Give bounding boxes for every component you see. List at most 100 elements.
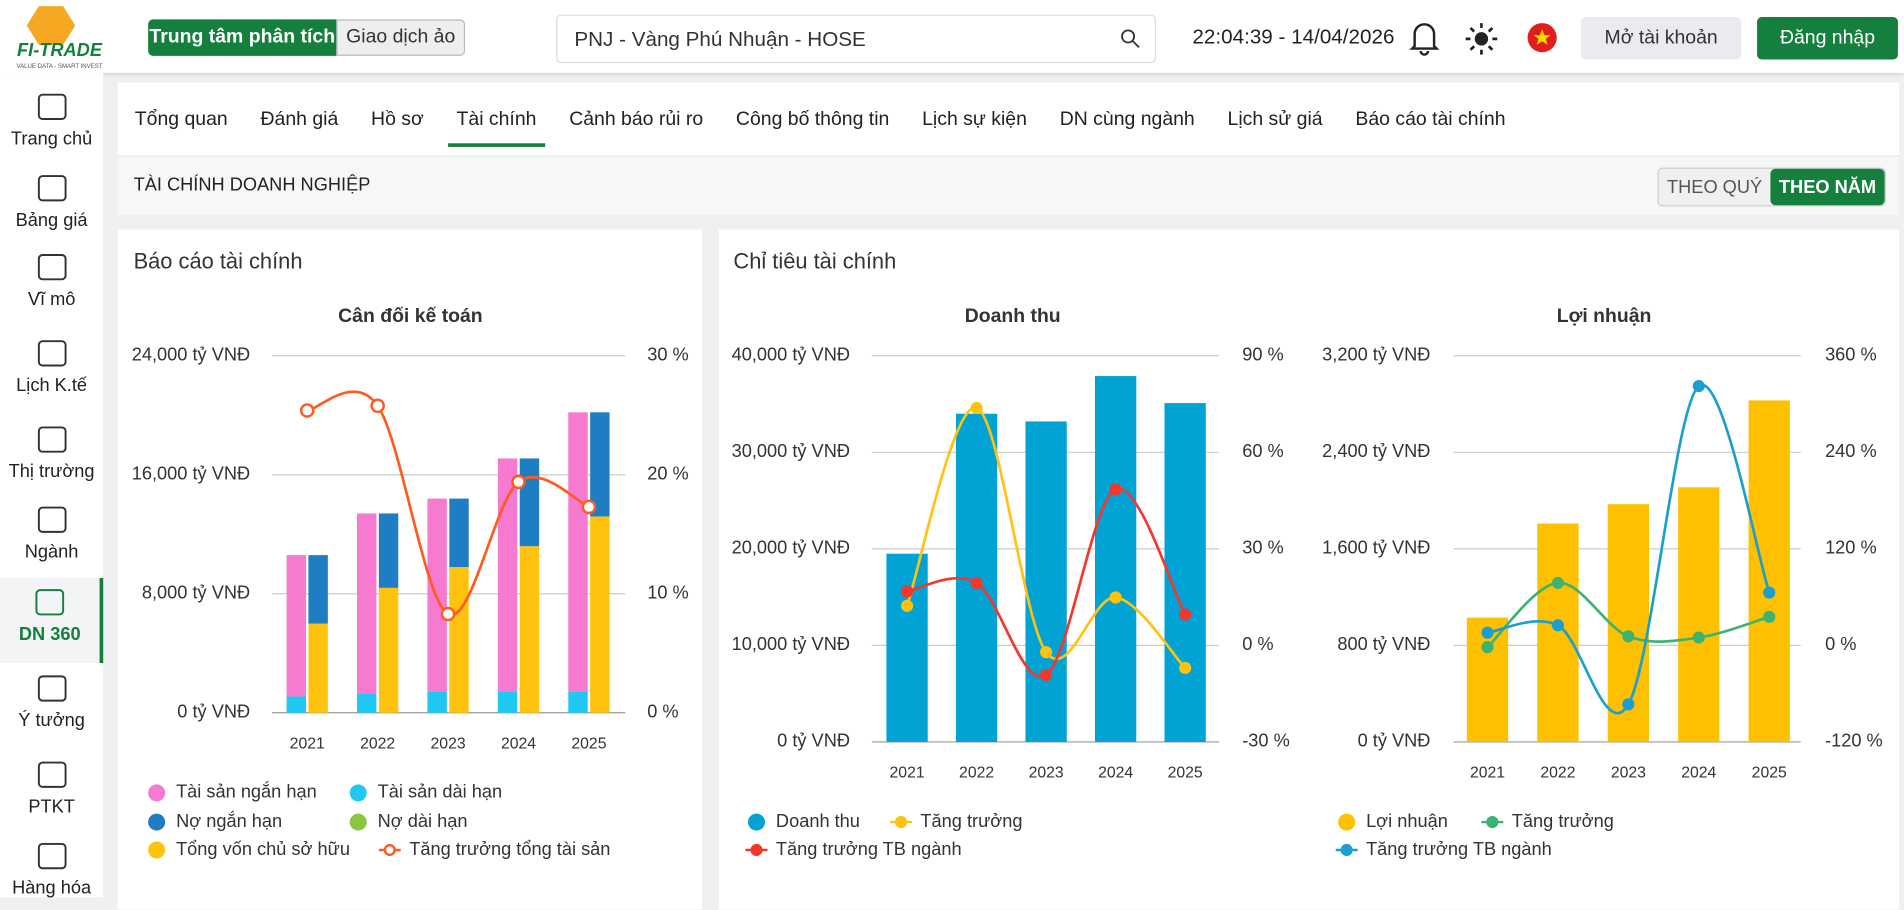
- sidebar-item[interactable]: PTKT: [0, 758, 103, 818]
- tab[interactable]: Lịch sử giá: [1227, 109, 1323, 130]
- bar: [568, 691, 588, 713]
- y-tick-label: 0 tỷ VNĐ: [777, 731, 850, 751]
- tab[interactable]: Hồ sơ: [371, 109, 424, 130]
- bar: [357, 513, 377, 694]
- sidebar-icon: [37, 506, 66, 533]
- line-point: [1763, 610, 1776, 623]
- sidebar-label: DN 360: [18, 624, 81, 645]
- chart-title: Doanh thu: [965, 305, 1061, 327]
- legend-label[interactable]: Lợi nhuận: [1366, 811, 1448, 831]
- y2-tick-label: 0 %: [647, 702, 678, 722]
- x-tick-label: 2022: [1540, 765, 1575, 782]
- bar: [590, 412, 610, 517]
- legend-label[interactable]: Tài sản ngắn hạn: [176, 781, 317, 802]
- line-point: [1109, 591, 1122, 604]
- legend-marker: [148, 784, 166, 802]
- line-point: [511, 474, 526, 490]
- legend-marker: [1338, 813, 1356, 831]
- bar: [378, 513, 399, 588]
- chart-title: Lợi nhuận: [1557, 305, 1652, 327]
- mode-button[interactable]: Giao dịch ảo: [336, 19, 466, 56]
- mode-button[interactable]: Trung tâm phân tích: [148, 19, 337, 56]
- sidebar-item[interactable]: Ngành: [0, 503, 103, 562]
- sidebar-item[interactable]: Hàng hóa: [0, 839, 103, 899]
- sidebar-item[interactable]: Bảng giá: [0, 171, 103, 231]
- tab[interactable]: Lịch sự kiện: [922, 109, 1027, 130]
- legend-label[interactable]: Tăng trưởng tổng tài sản: [409, 839, 610, 859]
- legend-marker: [383, 843, 396, 857]
- x-tick-label: 2024: [501, 736, 536, 753]
- sidebar-label: Trang chủ: [10, 128, 93, 150]
- language-flag[interactable]: [1526, 22, 1558, 54]
- period-button[interactable]: THEO QUÝ: [1667, 176, 1763, 198]
- line: [905, 406, 1187, 669]
- sidebar-item[interactable]: Trang chủ: [0, 90, 103, 150]
- legend-label[interactable]: Tổng vốn chủ sở hữu: [176, 839, 350, 859]
- sidebar-label: Lịch K.tế: [16, 375, 88, 396]
- tab[interactable]: Tổng quan: [134, 109, 228, 130]
- line-point: [1763, 586, 1776, 599]
- y2-tick-label: -30 %: [1242, 731, 1290, 751]
- logo-text: FI-TRADE: [17, 40, 103, 60]
- legend-label[interactable]: Nợ ngắn hạn: [176, 810, 282, 831]
- x-tick-label: 2022: [959, 765, 994, 782]
- sidebar-item[interactable]: Vĩ mô: [0, 250, 103, 310]
- legend-label[interactable]: Tăng trưởng TB ngành: [776, 839, 962, 859]
- tab[interactable]: Báo cáo tài chính: [1355, 109, 1506, 130]
- legend-label[interactable]: Tăng trưởng TB ngành: [1366, 839, 1552, 859]
- sidebar-label: Hàng hóa: [12, 877, 92, 899]
- sidebar: Trang chủ Bảng giá Vĩ mô Lịch K.tế Thị trườn…: [0, 72, 104, 899]
- login-button[interactable]: Đăng nhập: [1757, 17, 1898, 60]
- section-bar: TÀI CHÍNH DOANH NGHIỆP THEO QUÝ THEO NĂM: [117, 155, 1900, 215]
- bar: [427, 691, 447, 713]
- period-button[interactable]: THEO NĂM: [1770, 168, 1885, 206]
- y2-tick-label: 60 %: [1242, 441, 1284, 461]
- sidebar-item[interactable]: Lịch K.tế: [0, 336, 103, 396]
- legend-label[interactable]: Tài sản dài hạn: [378, 782, 502, 802]
- sidebar-label: Thị trường: [8, 461, 95, 483]
- bar: [886, 553, 928, 742]
- y-tick-label: 10,000 tỷ VNĐ: [732, 634, 850, 654]
- bar: [357, 693, 377, 713]
- x-tick-label: 2021: [1470, 765, 1505, 782]
- open-account-button[interactable]: Mở tài khoản: [1581, 17, 1742, 60]
- legend-label[interactable]: Tăng trưởng: [1512, 811, 1614, 831]
- line-point: [970, 401, 983, 414]
- legend-label[interactable]: Doanh thu: [776, 811, 860, 831]
- sidebar-label: Vĩ mô: [27, 289, 76, 310]
- y2-tick-label: 30 %: [647, 345, 689, 365]
- legend-marker: [1486, 816, 1499, 829]
- tab[interactable]: Tài chính: [448, 83, 545, 156]
- section-title: TÀI CHÍNH DOANH NGHIỆP: [133, 174, 371, 196]
- sidebar-label: PTKT: [28, 796, 75, 818]
- y-tick-label: 0 tỷ VNĐ: [1358, 731, 1431, 751]
- y2-tick-label: 10 %: [647, 583, 689, 603]
- y2-tick-label: 0 %: [1242, 634, 1273, 654]
- sidebar-icon: [37, 675, 66, 702]
- tab[interactable]: DN cùng ngành: [1059, 109, 1195, 130]
- sidebar-item[interactable]: Thị trường: [0, 423, 103, 483]
- y-tick-label: 16,000 tỷ VNĐ: [132, 464, 250, 484]
- search-box[interactable]: PNJ - Vàng Phú Nhuận - HOSE: [556, 14, 1157, 64]
- x-tick-label: 2024: [1098, 765, 1133, 782]
- legend-label[interactable]: Nợ dài hạn: [378, 811, 468, 831]
- y2-tick-label: 240 %: [1825, 441, 1877, 461]
- bell-icon[interactable]: [1409, 19, 1441, 56]
- tab[interactable]: Cảnh báo rủi ro: [569, 109, 704, 130]
- chart-title: Cân đối kế toán: [338, 305, 483, 327]
- legend-label[interactable]: Tăng trưởng: [920, 811, 1022, 831]
- bar: [308, 623, 328, 713]
- sidebar-item[interactable]: DN 360: [0, 578, 104, 664]
- y2-tick-label: 120 %: [1825, 538, 1877, 558]
- x-tick-label: 2023: [431, 736, 466, 753]
- theme-icon[interactable]: [1464, 22, 1498, 56]
- sidebar-icon: [37, 254, 66, 281]
- sidebar-icon: [37, 93, 66, 120]
- sidebar-item[interactable]: Ý tưởng: [0, 672, 103, 731]
- tab[interactable]: Công bố thông tin: [735, 109, 890, 130]
- search-icon: [1121, 29, 1140, 49]
- tab[interactable]: Đánh giá: [260, 109, 339, 130]
- bar: [1094, 376, 1137, 742]
- legend-marker: [750, 843, 763, 857]
- line-point: [901, 585, 914, 598]
